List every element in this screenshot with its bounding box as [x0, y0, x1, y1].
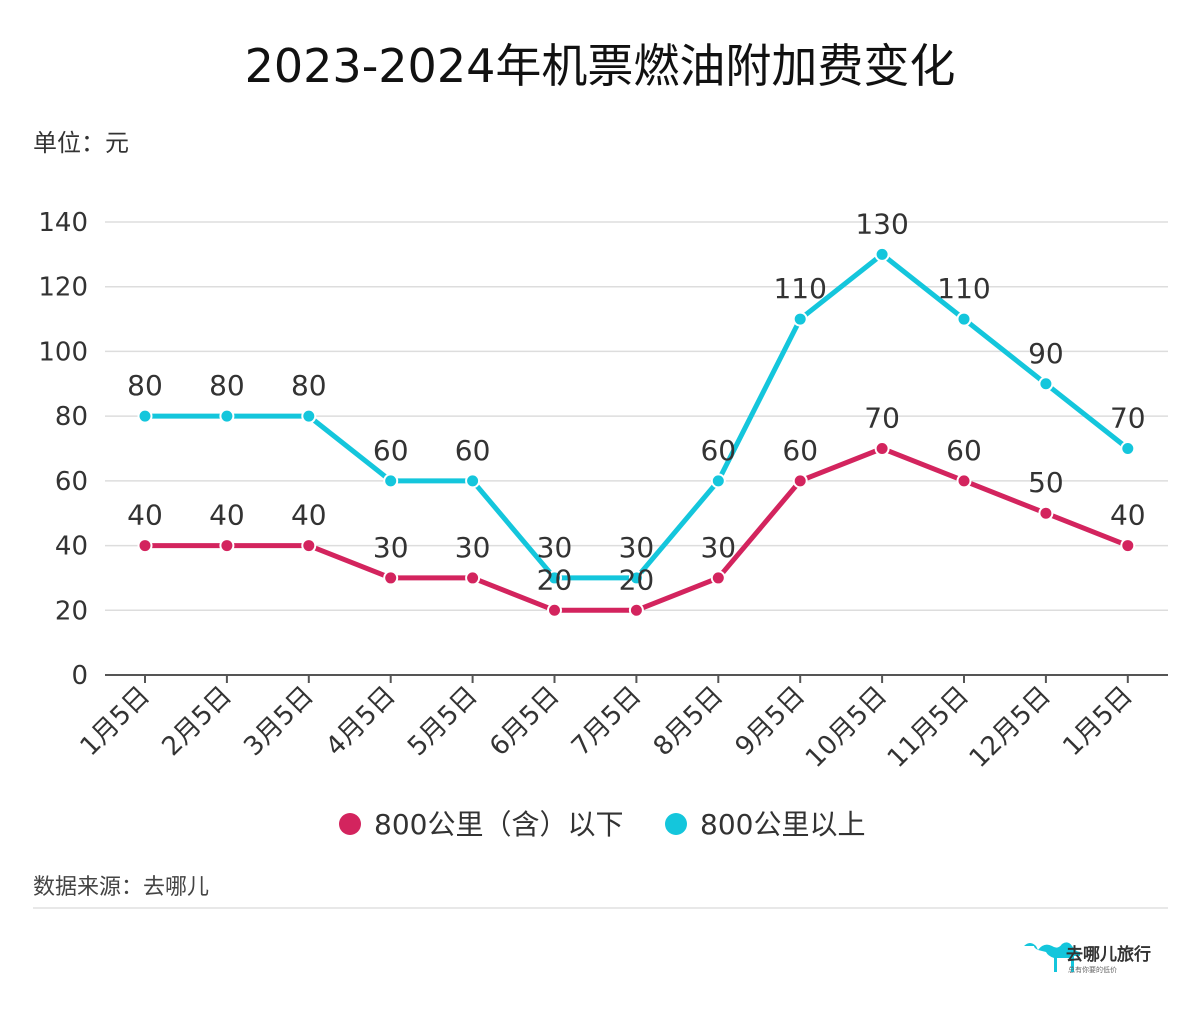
legend: 800公里（含）以下 800公里以上	[339, 808, 865, 841]
chart-title: 2023-2024年机票燃油附加费变化	[245, 39, 956, 93]
data-point	[1038, 376, 1054, 392]
data-point	[956, 311, 972, 327]
data-point	[1120, 538, 1136, 554]
x-tick-label: 9月5日	[730, 681, 811, 762]
data-label: 20	[619, 563, 655, 596]
data-label: 60	[700, 434, 736, 467]
x-tick-label: 12月5日	[964, 681, 1057, 774]
y-tick-label: 80	[55, 402, 88, 432]
data-label: 80	[291, 369, 327, 402]
y-tick-label: 100	[38, 337, 88, 367]
x-tick-label: 5月5日	[402, 681, 483, 762]
unit-label: 单位：元	[33, 129, 129, 157]
data-point	[956, 473, 972, 489]
brand-logo: 去哪儿旅行 总有你要的低价	[1024, 942, 1151, 974]
y-tick-label: 40	[55, 532, 88, 562]
y-tick-label: 120	[38, 273, 88, 303]
brand-name: 去哪儿旅行	[1066, 944, 1151, 965]
data-point	[1038, 505, 1054, 521]
data-label: 30	[537, 531, 573, 564]
y-tick-label: 20	[55, 596, 88, 626]
data-point	[219, 408, 235, 424]
data-label: 60	[455, 434, 491, 467]
data-point	[465, 570, 481, 586]
data-label: 70	[1110, 402, 1146, 435]
data-point	[628, 570, 644, 586]
x-tick-label: 10月5日	[800, 681, 893, 774]
data-label: 40	[127, 499, 163, 532]
data-point	[628, 602, 644, 618]
data-label: 70	[864, 402, 900, 435]
data-point	[383, 570, 399, 586]
source-note: 数据来源：去哪儿	[33, 875, 209, 900]
data-label: 80	[209, 369, 245, 402]
x-tick-label: 8月5日	[648, 681, 729, 762]
data-label: 30	[619, 531, 655, 564]
data-point	[710, 473, 726, 489]
data-label: 110	[773, 272, 826, 305]
data-point	[874, 246, 890, 262]
legend-label-below-800: 800公里（含）以下	[374, 808, 623, 841]
data-point	[301, 538, 317, 554]
legend-marker-above-800	[665, 813, 687, 835]
data-label: 60	[946, 434, 982, 467]
data-label: 60	[782, 434, 818, 467]
x-tick-label: 7月5日	[566, 681, 647, 762]
series	[137, 246, 1136, 618]
data-point	[792, 473, 808, 489]
data-label: 30	[455, 531, 491, 564]
data-label: 90	[1028, 337, 1064, 370]
data-point	[792, 311, 808, 327]
data-label: 110	[937, 272, 990, 305]
data-label: 30	[700, 531, 736, 564]
data-label: 20	[537, 563, 573, 596]
data-point	[301, 408, 317, 424]
y-tick-label: 60	[55, 467, 88, 497]
y-tick-label: 0	[71, 661, 88, 691]
data-point	[137, 538, 153, 554]
x-tick-label: 3月5日	[238, 681, 319, 762]
data-point	[547, 602, 562, 618]
x-tick-label: 2月5日	[156, 681, 237, 762]
x-tick-label: 1月5日	[1057, 681, 1138, 762]
data-label: 50	[1028, 466, 1064, 499]
data-point	[1120, 441, 1136, 456]
data-point	[465, 473, 481, 489]
data-label: 130	[855, 207, 908, 240]
data-label: 40	[209, 499, 245, 532]
data-point	[710, 570, 726, 586]
data-label: 60	[373, 434, 409, 467]
x-tick-label: 11月5日	[882, 681, 975, 774]
data-label: 80	[127, 369, 163, 402]
x-tick-label: 6月5日	[484, 681, 565, 762]
legend-label-above-800: 800公里以上	[700, 808, 865, 841]
data-label: 40	[1110, 499, 1146, 532]
x-tick-label: 4月5日	[320, 681, 401, 762]
data-point	[383, 473, 399, 489]
brand-slogan: 总有你要的低价	[1068, 965, 1117, 974]
data-point	[874, 441, 890, 456]
data-label: 30	[373, 531, 409, 564]
legend-marker-below-800	[339, 813, 361, 835]
x-tick-label: 1月5日	[75, 681, 156, 762]
data-point	[547, 570, 562, 586]
data-point	[137, 408, 153, 424]
data-point	[219, 538, 235, 554]
data-label: 40	[291, 499, 327, 532]
y-tick-label: 140	[38, 208, 88, 238]
camel-icon	[1024, 942, 1080, 972]
